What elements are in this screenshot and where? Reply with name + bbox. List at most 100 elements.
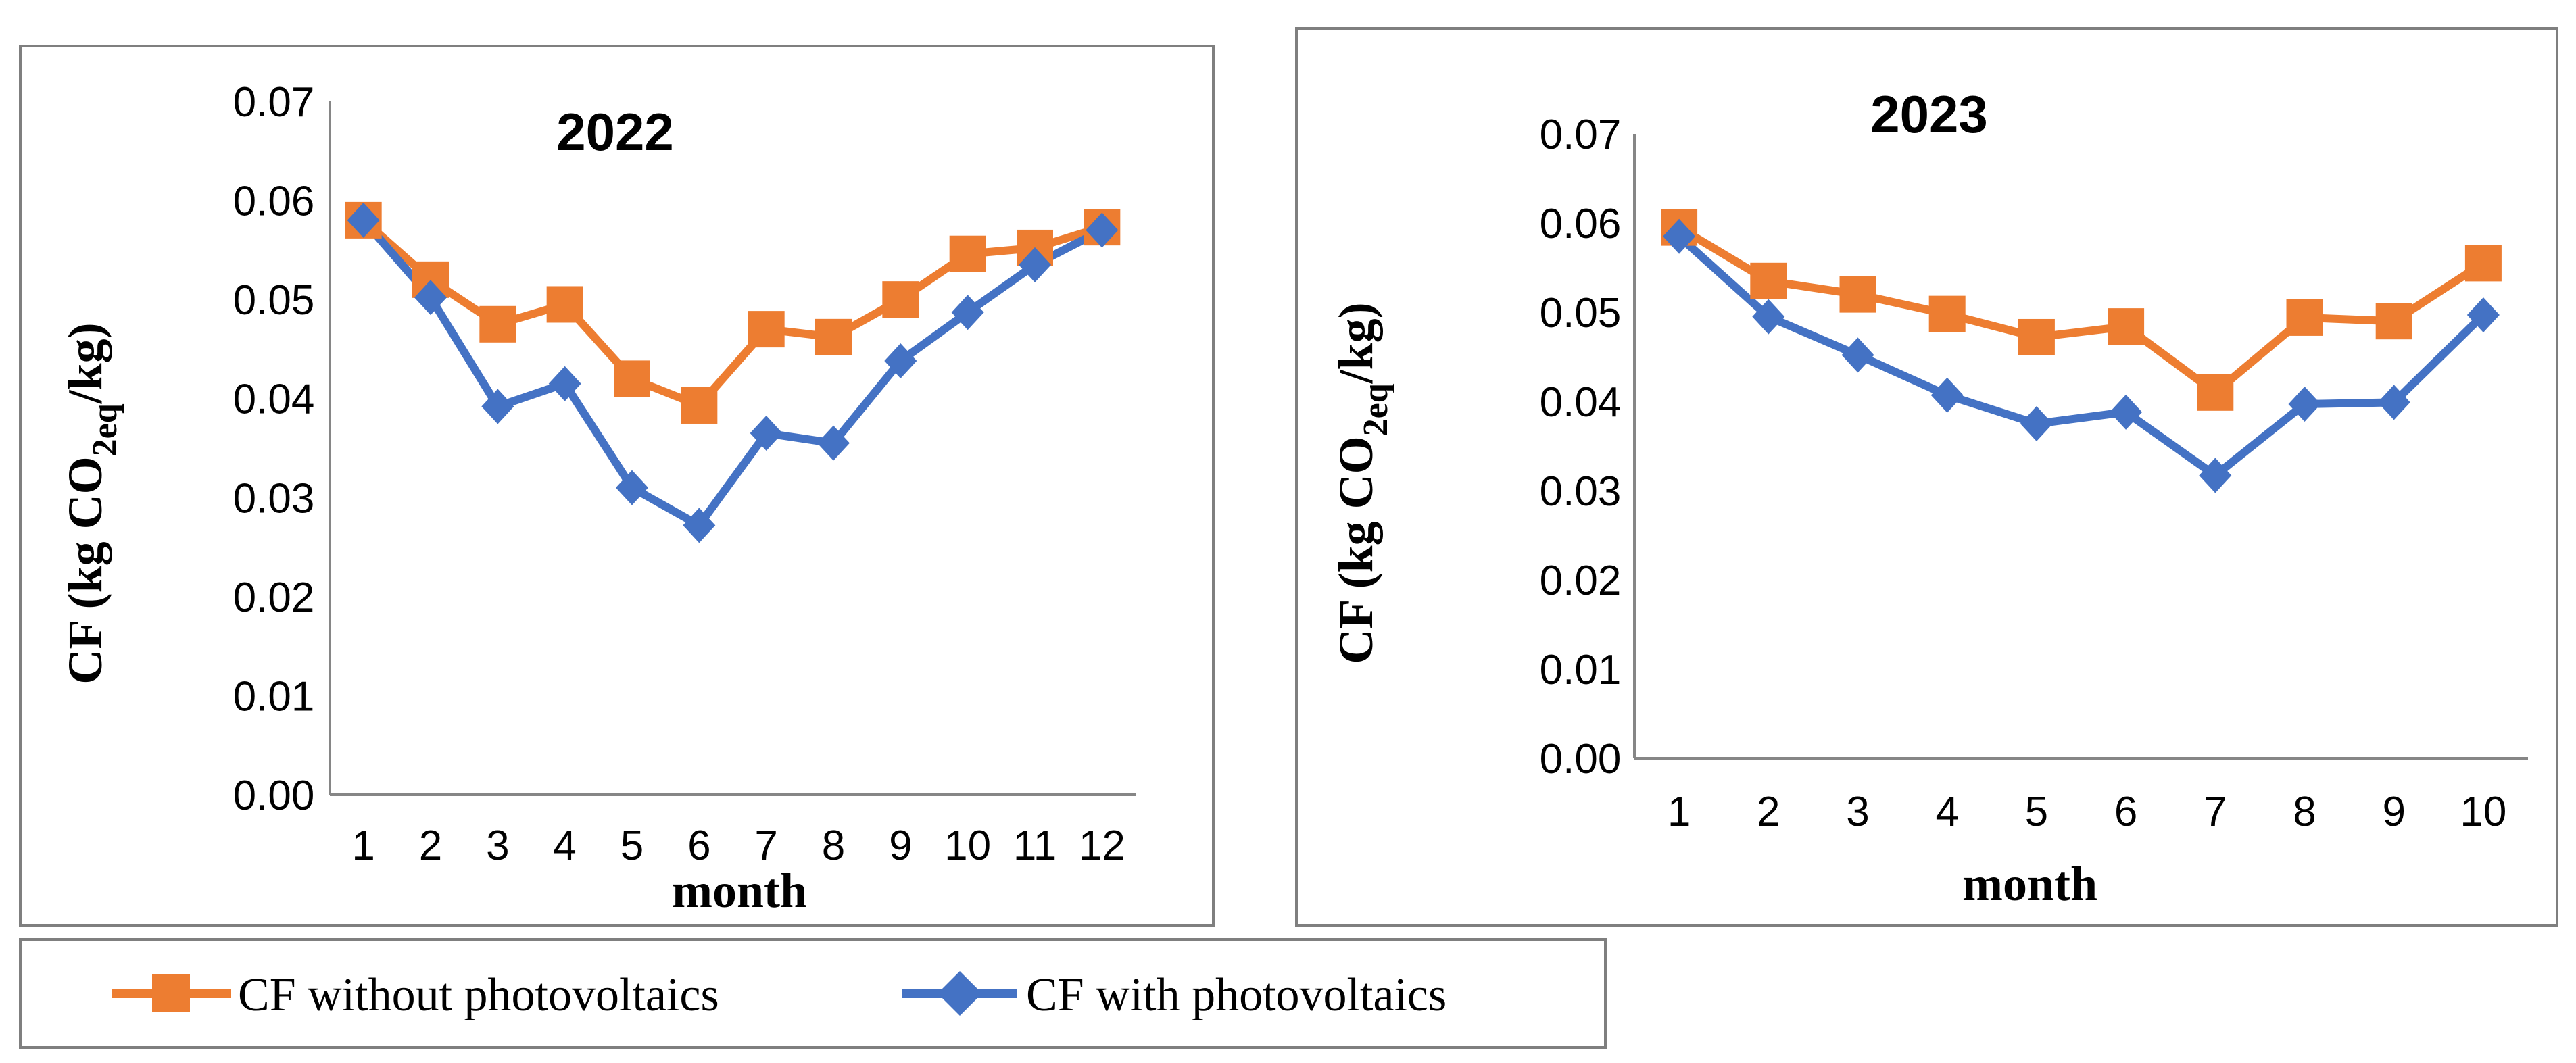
data-point-with [2377,385,2410,420]
y-tick-label: 0.01 [233,673,315,720]
legend-frame [19,938,1607,1049]
chart-2023-y-label: CF (kg CO2eq/kg) [1329,302,1395,664]
x-tick-label: 12 [1079,822,1125,869]
x-tick-label: 8 [822,822,845,869]
y-tick-label: 0.00 [1540,736,1622,783]
data-point-with [951,295,984,330]
chart-2022-y-ticks: 0.00 0.01 0.02 0.03 0.04 0.05 0.06 0.07 [233,79,315,819]
chart-2023-y-label-main: CF (kg CO [1329,436,1383,664]
data-point-with [2020,406,2053,441]
chart-2023-title: 2023 [1870,84,1988,144]
x-tick-label: 6 [2114,789,2137,835]
y-tick-label: 0.05 [233,277,315,324]
data-point-with [1663,218,1696,254]
data-point-with [414,280,447,316]
y-tick-label: 0.03 [233,475,315,522]
chart-2023-x-ticks: 1 2 3 4 5 6 7 8 9 10 [1668,789,2507,835]
y-tick-label: 0.02 [1540,558,1622,604]
chart-2023-series [1661,209,2502,493]
legend-label-without: CF without photovoltaics [238,969,719,1021]
x-tick-label: 6 [687,822,710,869]
x-tick-label: 10 [2460,789,2506,835]
x-tick-label: 2 [1757,789,1780,835]
chart-2022-frame [19,45,1215,927]
chart-2022-y-label-sub: 2eq [86,403,124,456]
chart-2023: 2023 0.00 0.01 0.02 0.03 0.04 0.05 0.06 0.07 1 2… [1295,27,2558,927]
data-point-without [1750,262,1787,299]
legend-square-marker [152,974,190,1012]
data-point-without [882,281,919,318]
data-point-with [884,343,917,379]
chart-2022-y-label-main: CF (kg CO [58,456,112,684]
chart-2022-x-label: month [672,864,807,918]
legend: CF without photovoltaics CF with photovo… [19,938,1607,1049]
data-point-with [548,366,581,401]
chart-2023-y-label-sub: 2eq [1357,383,1395,436]
data-point-without [1928,295,1966,332]
data-point-with [750,416,783,451]
series-line-without [1677,224,2486,397]
x-tick-label: 9 [2382,789,2405,835]
y-tick-label: 0.07 [1540,112,1622,158]
data-point-without [546,286,583,323]
series-line-with [360,217,1104,530]
data-point-with [2466,297,2500,332]
x-tick-label: 5 [2025,789,2048,835]
data-point-with [616,470,648,505]
data-point-with [1841,337,1874,373]
data-point-without [2375,303,2412,340]
data-point-with [481,389,514,424]
data-point-without [1839,276,1876,313]
x-tick-label: 4 [553,822,576,869]
data-point-with [2110,394,2143,430]
data-point-without [949,235,986,272]
chart-2022-series [345,201,1121,543]
legend-diamond-marker [938,971,982,1016]
chart-2022-y-label: CF (kg CO2eq/kg) [58,322,124,684]
x-tick-label: 7 [2204,789,2227,835]
x-tick-label: 2 [419,822,442,869]
x-tick-label: 3 [486,822,509,869]
chart-2023-x-label: month [1962,857,2097,911]
y-tick-label: 0.04 [1540,379,1622,426]
data-point-without [2197,374,2234,411]
legend-item-with-photovoltaics: CF with photovoltaics [902,969,1447,1021]
data-point-with [347,202,380,238]
y-tick-label: 0.07 [233,79,315,126]
y-tick-label: 0.03 [1540,468,1622,515]
x-tick-label: 8 [2293,789,2316,835]
x-tick-label: 3 [1846,789,1869,835]
x-tick-label: 1 [351,822,374,869]
chart-2022-x-ticks: 1 2 3 4 5 6 7 8 9 10 11 12 [351,822,1125,869]
data-point-with [683,508,716,543]
x-tick-label: 10 [944,822,991,869]
x-tick-label: 11 [1013,822,1056,869]
legend-label-with: CF with photovoltaics [1026,969,1447,1021]
chart-2022-y-label-tail: /kg) [58,322,112,404]
data-point-with [1930,377,1964,413]
data-point-without [2018,318,2055,355]
data-point-with [1752,299,1785,335]
y-tick-label: 0.06 [233,178,315,225]
x-tick-label: 4 [1935,789,1958,835]
series-line-with [1676,233,2487,480]
chart-2022-title: 2022 [556,102,674,162]
chart-2023-y-label-tail: /kg) [1329,302,1383,384]
data-point-without [479,305,516,343]
data-point-without [815,318,852,355]
x-tick-label: 7 [754,822,777,869]
chart-2023-frame [1295,27,2558,927]
data-point-without [681,387,718,424]
data-point-with [1086,212,1119,248]
chart-2023-y-ticks: 0.00 0.01 0.02 0.03 0.04 0.05 0.06 0.07 [1540,112,1622,783]
y-tick-label: 0.00 [233,772,315,819]
data-point-without [2464,245,2502,282]
data-point-with [2288,386,2321,422]
x-tick-label: 5 [621,822,643,869]
y-tick-label: 0.04 [233,376,315,423]
data-point-without [614,360,650,397]
data-point-with [2199,458,2232,493]
x-tick-label: 1 [1668,789,1691,835]
